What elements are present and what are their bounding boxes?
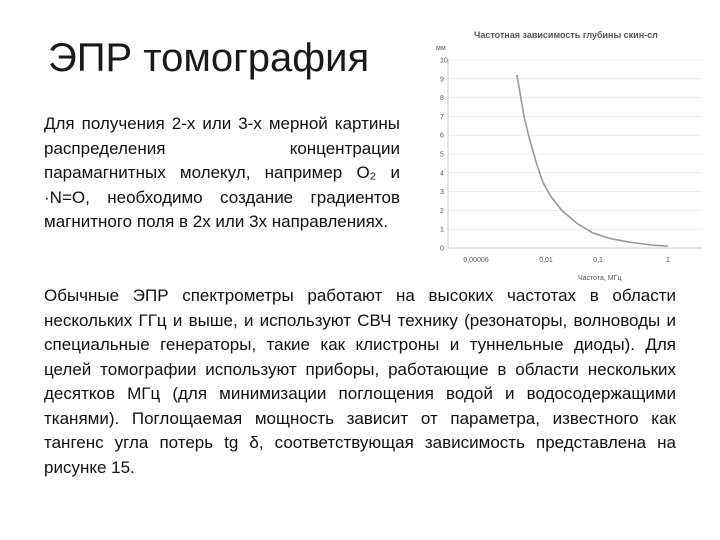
y-tick-label: 5 [440,152,444,159]
y-tick-label: 6 [440,133,444,140]
intro-paragraph: Для получения 2-х или 3-х мерной картины… [44,114,400,231]
x-axis-label: Частота, МГц [578,275,621,282]
slide-title: ЭПР томография [48,36,370,80]
y-tick-label: 8 [440,95,444,102]
y-tick-label: 4 [440,170,444,177]
y-tick-label: 1 [440,227,444,234]
y-axis-label: мм [436,45,446,52]
skin-depth-series-line [516,74,669,247]
y-tick-label: 2 [440,208,444,215]
y-tick-label: 10 [440,58,448,65]
y-tick-label: 3 [440,189,444,196]
y-tick-label: 0 [440,246,444,253]
skin-depth-chart: Частотная зависимость глубины скин-сл мм… [412,24,712,286]
y-tick-label: 7 [440,114,444,121]
x-tick-label: 0,00006 [463,257,488,264]
y-tick-label: 9 [440,76,444,83]
x-tick-label: 0,1 [593,257,603,264]
chart-svg: Частотная зависимость глубины скин-сл мм… [436,30,702,282]
chart-title: Частотная зависимость глубины скин-сл [474,30,658,40]
x-tick-label: 1 [666,257,670,264]
x-tick-label: 0,01 [539,257,553,264]
body-paragraph: Обычные ЭПР спектрометры работают на выс… [44,286,676,477]
